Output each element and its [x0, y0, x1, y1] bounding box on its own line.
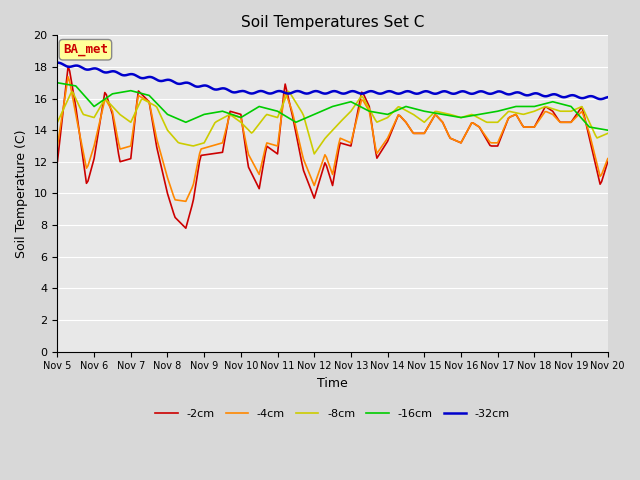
- -2cm: [54, 159, 61, 165]
- -4cm: [157, 153, 165, 158]
- -2cm: [604, 159, 612, 165]
- -8cm: [156, 111, 164, 117]
- -2cm: [370, 136, 378, 142]
- -8cm: [604, 131, 612, 136]
- -4cm: [54, 143, 61, 149]
- -16cm: [537, 102, 545, 108]
- -4cm: [388, 125, 396, 131]
- -4cm: [182, 198, 189, 204]
- Line: -4cm: -4cm: [58, 77, 608, 201]
- -32cm: [604, 94, 612, 100]
- -4cm: [370, 135, 378, 141]
- -16cm: [604, 127, 612, 133]
- -32cm: [385, 88, 393, 94]
- -16cm: [397, 106, 405, 111]
- -8cm: [284, 88, 292, 94]
- -32cm: [156, 78, 164, 84]
- -16cm: [54, 80, 61, 85]
- -32cm: [537, 92, 545, 97]
- -2cm: [64, 64, 72, 70]
- Title: Soil Temperatures Set C: Soil Temperatures Set C: [241, 15, 424, 30]
- -32cm: [596, 96, 604, 102]
- -4cm: [70, 103, 78, 109]
- Line: -16cm: -16cm: [58, 83, 608, 130]
- -4cm: [540, 111, 547, 117]
- -2cm: [388, 127, 396, 133]
- -2cm: [70, 95, 78, 100]
- Text: BA_met: BA_met: [63, 43, 108, 56]
- -32cm: [397, 90, 405, 96]
- -8cm: [54, 120, 61, 125]
- -8cm: [388, 110, 396, 116]
- -2cm: [182, 225, 189, 231]
- -2cm: [157, 164, 165, 170]
- -16cm: [367, 108, 374, 114]
- -4cm: [604, 156, 612, 162]
- -32cm: [69, 63, 77, 69]
- X-axis label: Time: Time: [317, 377, 348, 390]
- Legend: -2cm, -4cm, -8cm, -16cm, -32cm: -2cm, -4cm, -8cm, -16cm, -32cm: [151, 405, 515, 423]
- -2cm: [401, 118, 408, 123]
- -8cm: [401, 107, 408, 112]
- Line: -8cm: -8cm: [58, 91, 608, 154]
- -8cm: [310, 151, 318, 157]
- Line: -32cm: -32cm: [58, 63, 608, 99]
- -16cm: [385, 111, 393, 117]
- -16cm: [156, 104, 164, 109]
- -32cm: [54, 60, 61, 66]
- -4cm: [401, 118, 408, 123]
- Line: -2cm: -2cm: [58, 67, 608, 228]
- -8cm: [540, 104, 547, 110]
- -2cm: [540, 107, 547, 113]
- -8cm: [69, 89, 77, 95]
- -8cm: [370, 114, 378, 120]
- -16cm: [69, 83, 77, 88]
- -32cm: [367, 88, 374, 94]
- Y-axis label: Soil Temperature (C): Soil Temperature (C): [15, 129, 28, 258]
- -4cm: [64, 74, 72, 80]
